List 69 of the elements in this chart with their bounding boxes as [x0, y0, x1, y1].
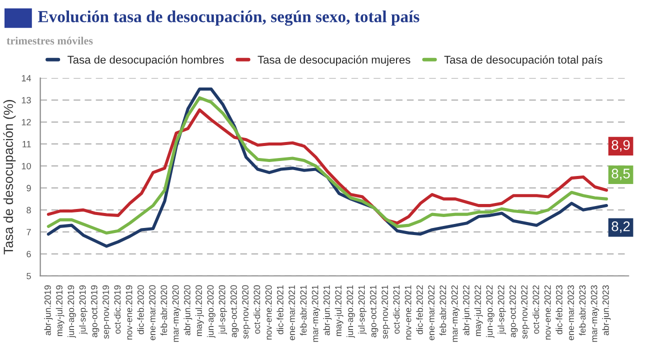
- x-tick-label: ago-oct.2020: [230, 285, 239, 338]
- legend-label: Tasa de desocupación hombres: [68, 55, 224, 66]
- y-tick-label: 6: [26, 250, 31, 258]
- x-tick-label: abr-jun.2022: [462, 285, 472, 336]
- legend-label: Tasa de desocupación mujeres: [258, 55, 410, 66]
- x-tick-label: feb-abr.2021: [300, 285, 307, 336]
- x-tick-label: jul-sep.2019: [79, 285, 88, 334]
- x-tick-label: may-jul.2021: [334, 285, 344, 336]
- x-tick-label: oct-dic.2021: [392, 285, 400, 334]
- x-tick-label: abr-jun.2020: [184, 285, 192, 336]
- x-tick-label: ene-mar.2021: [288, 285, 295, 340]
- y-tick-label: 7: [26, 228, 31, 236]
- x-tick-label: ene-mar.2022: [428, 285, 435, 340]
- x-tick-label: mar-may.2022: [451, 285, 460, 342]
- x-tick-label: may-jul.2019: [56, 285, 64, 336]
- y-tick-label: 9: [26, 184, 31, 192]
- x-tick-label: dic-feb.2021: [276, 285, 284, 334]
- y-tick-label: 13: [22, 96, 31, 104]
- x-tick-label: jun-ago.2022: [486, 285, 494, 338]
- x-tick-label: mar-may.2023: [590, 285, 600, 342]
- x-tick-label: nov-ene.2021: [404, 285, 412, 340]
- x-tick-label: may-jul.2020: [195, 285, 204, 336]
- x-tick-label: jun-ago.2020: [206, 285, 216, 338]
- x-tick-label: sep-nov.2019: [102, 285, 111, 339]
- x-tick-label: ago-oct.2021: [370, 285, 378, 338]
- legend-label: Tasa de desocupación total país: [444, 55, 602, 66]
- x-tick-label: ene-mar.2023: [568, 285, 574, 340]
- x-tick-label: sep-nov.2020: [242, 285, 250, 339]
- y-tick-label: 12: [22, 118, 31, 126]
- x-tick-label: mar-may.2020: [172, 285, 181, 342]
- x-tick-label: may-jul.2022: [474, 285, 483, 336]
- chart-subtitle: trimestres móviles: [6, 36, 93, 45]
- y-tick-label: 5: [26, 272, 31, 280]
- x-tick-label: abr-jun.2021: [323, 285, 332, 336]
- x-tick-label: oct-dic.2019: [114, 285, 121, 334]
- data-label: 8,5: [612, 168, 630, 180]
- x-tick-label: ago-oct.2019: [90, 285, 100, 338]
- x-tick-label: mar-may.2021: [312, 285, 320, 342]
- x-tick-label: dic-feb.2023: [556, 285, 562, 334]
- x-tick-label: nov-ene.2022: [544, 285, 551, 340]
- x-tick-label: nov-ene.2020: [265, 285, 272, 340]
- y-axis-title: Tasa de desocupación (%): [3, 100, 16, 254]
- x-tick-label: abr-jun.2023: [602, 285, 611, 336]
- y-tick-label: 10: [22, 162, 31, 170]
- x-tick-label: sep-nov.2021: [382, 285, 390, 339]
- x-tick-label: ago-oct.2022: [509, 285, 518, 338]
- x-tick-label: dic-feb.2020: [137, 285, 144, 334]
- x-tick-label: jun-ago.2021: [346, 285, 355, 338]
- x-tick-label: jul-sep.2021: [358, 285, 367, 334]
- y-tick-label: 11: [22, 141, 31, 148]
- y-tick-label: 8: [26, 206, 31, 214]
- data-label: 8,2: [612, 221, 630, 233]
- x-tick-label: abr-jun.2019: [44, 285, 53, 336]
- x-tick-label: feb-abr.2023: [579, 285, 586, 336]
- x-tick-label: feb-abr.2022: [439, 285, 446, 336]
- chart-title: Evolución tasa de desocupación, según sexo, total país: [38, 10, 420, 26]
- x-tick-label: ene-mar.2020: [149, 285, 156, 340]
- x-tick-label: oct-dic.2020: [253, 285, 260, 334]
- x-tick-label: feb-abr.2020: [160, 285, 168, 336]
- line-series: [46, 108, 608, 225]
- x-tick-label: sep-nov.2022: [521, 285, 530, 339]
- y-tick-label: 14: [22, 75, 32, 82]
- x-tick-label: jul-sep.2022: [498, 285, 506, 334]
- x-tick-label: jun-ago.2019: [67, 285, 76, 338]
- x-tick-label: dic-feb.2022: [416, 285, 423, 334]
- data-label: 8,9: [612, 140, 630, 152]
- x-tick-label: oct-dic.2022: [532, 285, 540, 334]
- x-tick-label: jul-sep.2020: [218, 285, 228, 334]
- x-tick-label: nov-ene.2019: [126, 285, 132, 340]
